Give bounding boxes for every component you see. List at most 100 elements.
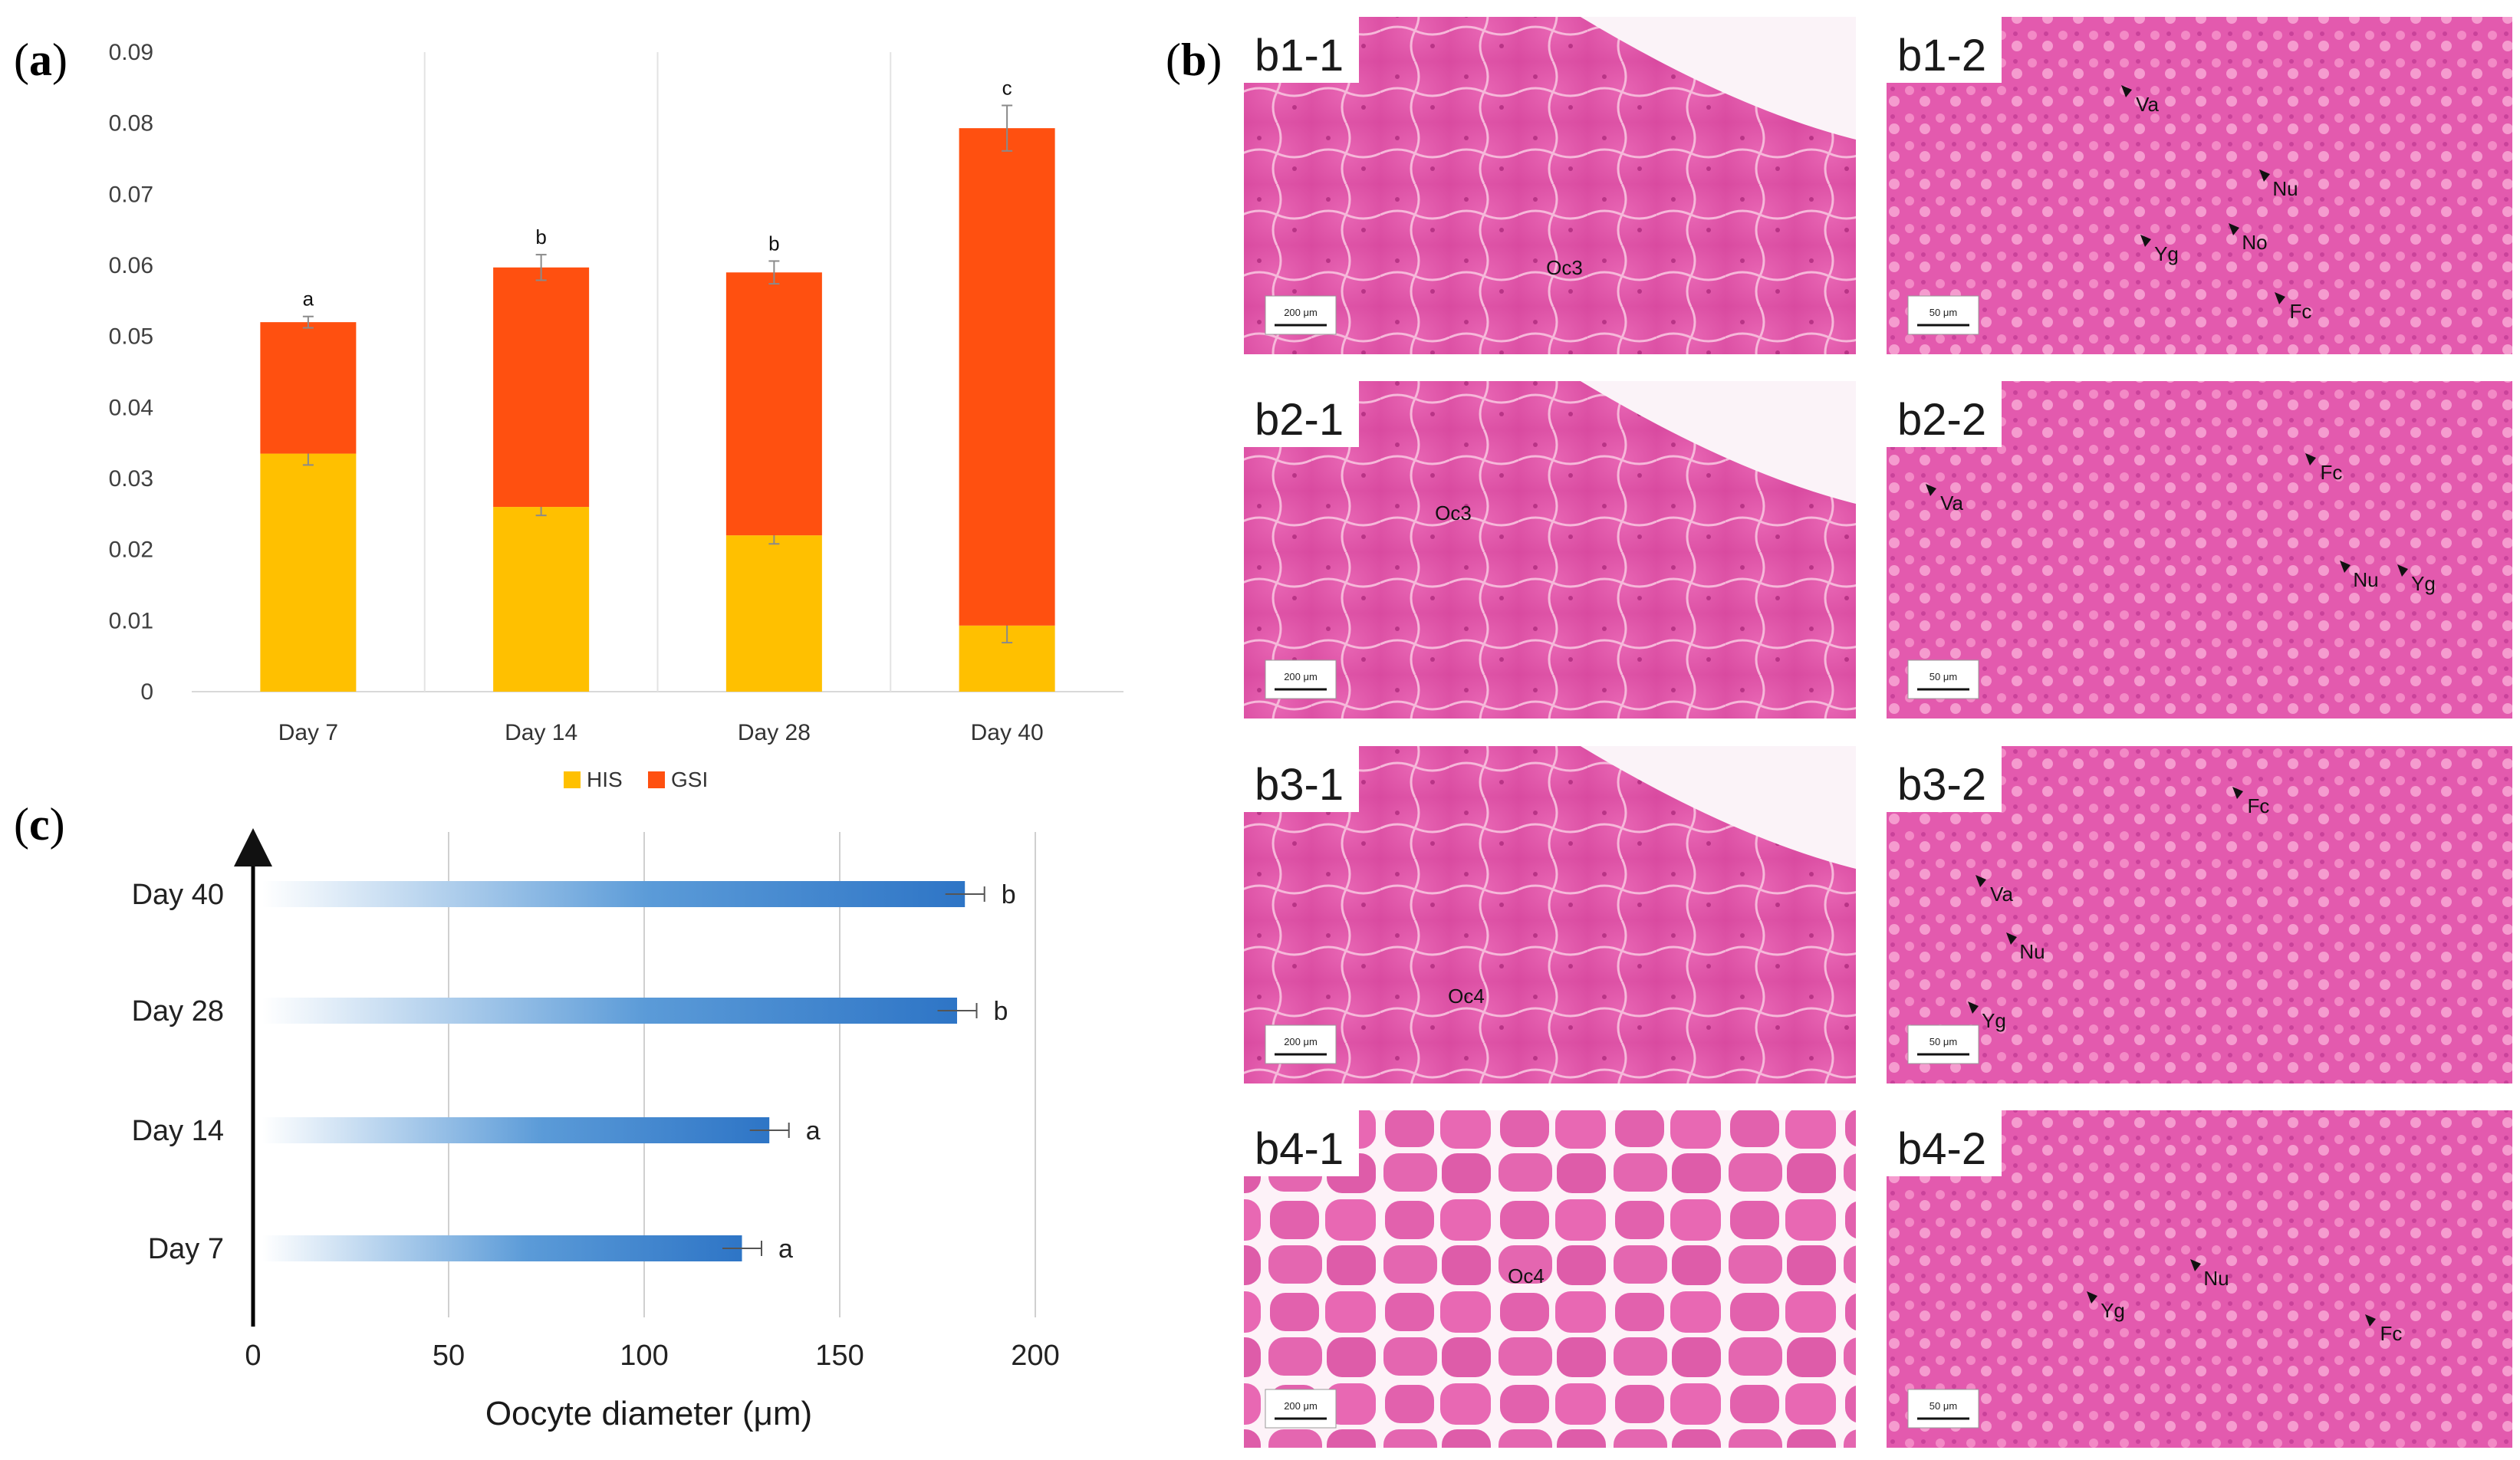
histology-panel-label: b1-1 [1255, 31, 1344, 81]
chart-a-y-tick-label: 0.09 [109, 40, 153, 65]
scale-bar-box [1907, 295, 1979, 335]
histology-label-box [1887, 381, 2002, 447]
chart-c-y-tick-label: Day 40 [132, 879, 224, 911]
annotation-arrow-icon [1968, 1001, 1979, 1014]
chart-a-significance-letter: b [768, 232, 779, 255]
histology-panel-label: b4-1 [1255, 1124, 1344, 1174]
chart-a-y-tick-label: 0.07 [109, 182, 153, 207]
chart-a-y-tick-label: 0.01 [109, 608, 153, 633]
chart-a-bar-his [725, 535, 822, 692]
chart-a: 0 0.01 0.02 0.03 0.04 0.05 0.06 0.07 0.08 0.09 c a… [109, 40, 1123, 791]
chart-c-bar [262, 998, 957, 1024]
chart-a-bar-his [493, 507, 590, 692]
chart-c-significance-letter: a [778, 1235, 793, 1264]
histology-annotation-nu: Nu [2203, 1267, 2229, 1290]
chart-a-bar-his [260, 453, 357, 692]
chart-a-y-tick-label: 0 [140, 679, 153, 705]
annotation-arrow-icon [2121, 85, 2132, 97]
scale-bar-box [1907, 659, 1979, 699]
scale-bar-box [1907, 1389, 1979, 1429]
panel-label-b: (b) [1166, 35, 1222, 85]
chart-c-x-ticks: 0 50 100 150 200 [245, 1340, 1059, 1372]
chart-c-bar [262, 1235, 742, 1261]
chart-a-bar-gsi [959, 128, 1055, 626]
scale-bar-label: 200 μm [1284, 1036, 1318, 1047]
histology-annotation-oc4: Oc4 [1508, 1264, 1545, 1287]
histology-annotation-va: Va [1990, 883, 2013, 906]
histology-panel-label: b2-2 [1897, 395, 1986, 445]
chart-a-bar-gsi [260, 322, 357, 454]
histology-label-box [1244, 381, 1359, 447]
histology-annotation-oc3: Oc3 [1435, 501, 1472, 524]
histology-annotation-fc: Fc [2248, 794, 2270, 817]
annotation-arrow-icon [2365, 1314, 2376, 1327]
chart-c-y-tick-label: Day 7 [148, 1233, 224, 1265]
chart-a-significance-letter: a [303, 288, 314, 311]
chart-a-legend-label: HIS [587, 768, 623, 791]
chart-a-legend-swatch-his [564, 771, 581, 788]
chart-a-bar-gsi [725, 272, 822, 536]
scale-bar-label: 50 μm [1929, 1036, 1957, 1047]
chart-c-y-tick-label: Day 28 [132, 995, 224, 1028]
histology-panel-label: b3-1 [1255, 760, 1344, 810]
histology-panel-b4-2: b4-2 50 μm Yg Nu Fc [1887, 1110, 2512, 1448]
histology-background [1580, 746, 1856, 869]
histology-label-box [1244, 746, 1359, 812]
scale-bar-label: 50 μm [1929, 1400, 1957, 1412]
scale-bar-label: 50 μm [1929, 671, 1957, 682]
chart-c-significance-letter: b [994, 997, 1008, 1026]
scale-bar-box [1265, 1389, 1337, 1429]
chart-a-y-tick-label: 0.06 [109, 253, 153, 278]
chart-c-x-axis-label: Oocyte diameter (μm) [485, 1395, 812, 1432]
panel-label-c: (c) [14, 799, 65, 850]
histology-annotation-fc: Fc [2321, 461, 2343, 484]
chart-c-x-tick-label: 150 [815, 1340, 864, 1372]
histology-label-box [1244, 17, 1359, 83]
chart-c-significance-letter: b [1002, 880, 1016, 909]
histology-panel-label: b3-2 [1897, 760, 1986, 810]
histology-annotation-nu: Nu [2019, 940, 2045, 963]
histology-panel-b1-1: b1-1 200 μm Oc3 [1244, 17, 1856, 354]
chart-a-y-tick-label: 0.05 [109, 324, 153, 350]
annotation-arrow-icon [2229, 223, 2239, 235]
chart-a-y-ticks: 0 0.01 0.02 0.03 0.04 0.05 0.06 0.07 0.08 0.09 [109, 40, 153, 705]
histology-annotation-no: No [2242, 231, 2267, 254]
histology-panel-b2-2: b2-2 50 μm Va Fc Nu Yg [1887, 381, 2512, 718]
histology-panel-label: b4-2 [1897, 1124, 1986, 1174]
annotation-arrow-icon [2259, 169, 2270, 182]
chart-c: b b a a Day 40 Day 28 Day 14 Day 7 0 50 100 150 20… [132, 828, 1060, 1432]
histology-panel-label: b2-1 [1255, 395, 1344, 445]
scale-bar-label: 200 μm [1284, 1400, 1318, 1412]
histology-label-box [1887, 17, 2002, 83]
chart-c-bar [262, 1117, 770, 1143]
annotation-arrow-icon [2340, 561, 2351, 573]
histology-panel-b1-2: b1-2 50 μm Va Nu Yg No Fc [1887, 17, 2512, 354]
chart-c-x-tick-label: 50 [433, 1340, 465, 1372]
histology-annotation-fc: Fc [2380, 1322, 2403, 1345]
chart-a-x-tick-label: Day 7 [278, 720, 338, 745]
histology-label-box [1887, 1110, 2002, 1176]
chart-a-legend-label: GSI [671, 768, 708, 791]
scale-bar-box [1265, 1024, 1337, 1064]
annotation-arrow-icon [2087, 1291, 2097, 1304]
chart-a-legend: HIS GSI [564, 768, 708, 791]
scale-bar-label: 200 μm [1284, 307, 1318, 318]
chart-a-significance-letter: b [535, 225, 546, 248]
histology-label-box [1887, 746, 2002, 812]
chart-c-significance-letter: a [806, 1116, 821, 1146]
chart-a-bar-gsi [493, 267, 590, 508]
chart-c-x-tick-label: 200 [1011, 1340, 1059, 1372]
chart-c-bars: b b a a [262, 880, 1016, 1264]
annotation-arrow-icon [1976, 875, 1986, 887]
scale-bar-box [1265, 659, 1337, 699]
chart-a-y-tick-label: 0.02 [109, 538, 153, 563]
histology-annotation-va: Va [2136, 93, 2159, 116]
histology-annotation-yg: Yg [1982, 1009, 2006, 1032]
annotation-arrow-icon [2140, 235, 2151, 247]
annotation-arrow-icon [1926, 484, 1936, 496]
histology-panel-b2-1: b2-1 200 μm Oc3 [1244, 381, 1856, 718]
scale-bar-label: 50 μm [1929, 307, 1957, 318]
chart-a-x-tick-label: Day 40 [971, 720, 1044, 745]
annotation-arrow-icon [2232, 787, 2243, 799]
